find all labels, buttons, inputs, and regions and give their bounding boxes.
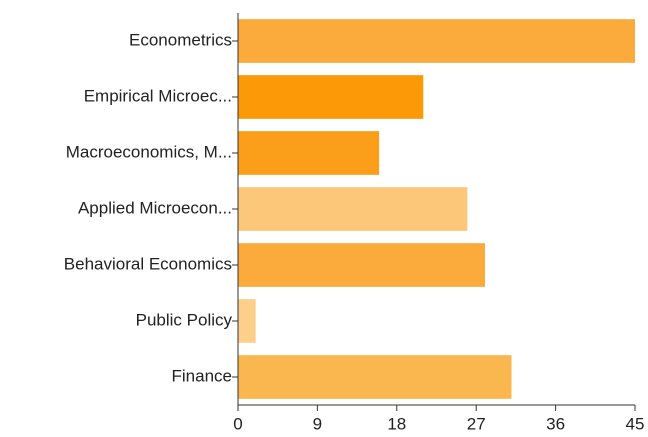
- y-tick-label: Finance: [172, 366, 232, 385]
- x-tick-label: 45: [626, 414, 645, 433]
- y-tick-label: Econometrics: [129, 30, 232, 49]
- bar: [238, 299, 256, 343]
- x-tick-label: 0: [233, 414, 242, 433]
- bar: [238, 75, 424, 119]
- bar: [238, 243, 486, 287]
- x-tick-label: 9: [313, 414, 322, 433]
- bar: [238, 19, 635, 63]
- y-tick-label: Applied Microecon...: [78, 198, 232, 217]
- y-tick-label: Empirical Microec...: [84, 86, 232, 105]
- y-tick-label: Public Policy: [136, 310, 233, 329]
- bar: [238, 355, 512, 399]
- y-tick-label: Behavioral Economics: [64, 254, 232, 273]
- y-tick-label: Macroeconomics, M...: [66, 142, 232, 161]
- x-tick-label: 27: [467, 414, 486, 433]
- bar: [238, 187, 468, 231]
- x-tick-label: 18: [387, 414, 406, 433]
- x-tick-label: 36: [546, 414, 565, 433]
- bar: [238, 131, 380, 175]
